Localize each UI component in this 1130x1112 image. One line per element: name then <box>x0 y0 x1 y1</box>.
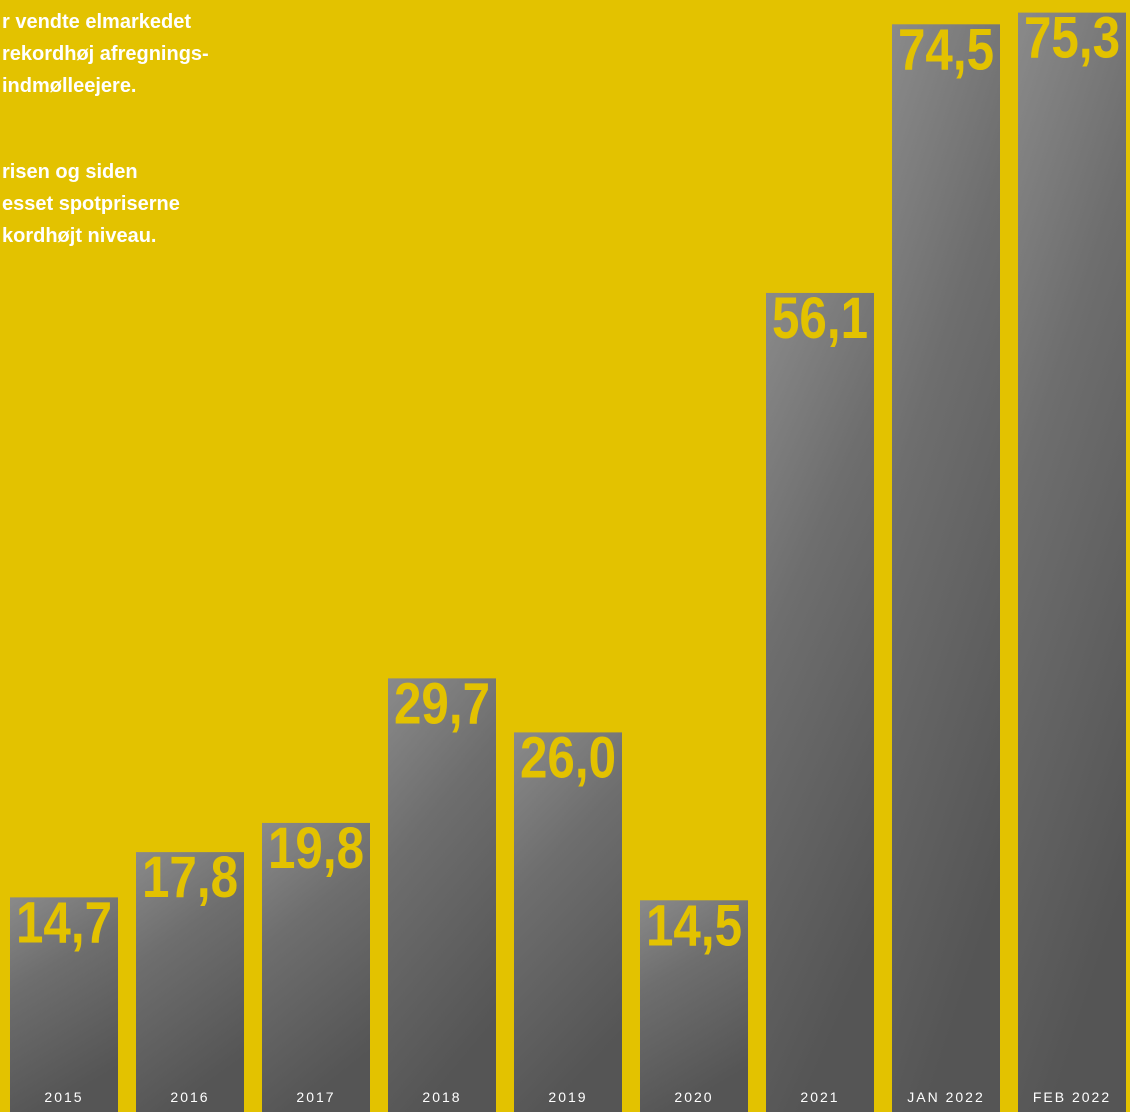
bar <box>640 900 748 1112</box>
annotation: risen og siden <box>2 161 138 183</box>
bar <box>514 732 622 1112</box>
annotation: r vendte elmarkedet <box>2 11 191 33</box>
annotation: rekordhøj afregnings- <box>2 43 209 65</box>
x-tick-label: 2021 <box>800 1089 839 1105</box>
x-tick-label: 2019 <box>548 1089 587 1105</box>
value-label: 74,5 <box>898 17 994 82</box>
bar <box>388 678 496 1112</box>
bar <box>136 852 244 1112</box>
x-tick-label: FEB 2022 <box>1033 1089 1111 1105</box>
value-label: 14,7 <box>16 890 112 955</box>
value-label: 26,0 <box>520 725 616 790</box>
value-label: 17,8 <box>142 845 238 910</box>
x-tick-label: 2020 <box>674 1089 713 1105</box>
value-label: 56,1 <box>772 286 868 351</box>
x-tick-label: 2018 <box>422 1089 461 1105</box>
value-label: 19,8 <box>268 816 364 881</box>
bar <box>892 24 1000 1112</box>
bar <box>1018 12 1126 1112</box>
x-tick-label: JAN 2022 <box>907 1089 984 1105</box>
x-tick-label: 2016 <box>170 1089 209 1105</box>
value-label: 14,5 <box>646 893 742 958</box>
x-tick-label: 2015 <box>44 1089 83 1105</box>
annotation: esset spotpriserne <box>2 193 180 215</box>
annotation: kordhøjt niveau. <box>2 225 156 247</box>
annotation: indmølleejere. <box>2 75 137 97</box>
value-label: 75,3 <box>1024 6 1120 71</box>
value-label: 29,7 <box>394 671 490 736</box>
bar <box>10 897 118 1112</box>
bar <box>766 292 874 1112</box>
bar <box>262 822 370 1112</box>
x-tick-label: 2017 <box>296 1089 335 1105</box>
